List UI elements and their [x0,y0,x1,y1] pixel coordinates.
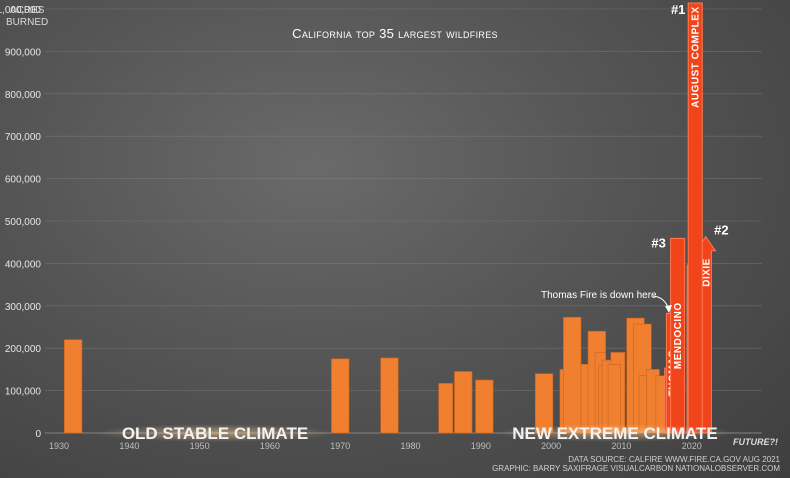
bar-label-dixie: DIXIE [701,258,712,287]
annotation-arrowhead [665,305,672,313]
bar [64,339,83,434]
bar [438,383,454,434]
y-tick-label: 700,000 [5,132,42,143]
old-era-label: OLD STABLE CLIMATE [122,424,308,443]
rank-label: #2 [714,223,728,238]
thomas-annotation: Thomas Fire is down here [541,290,657,301]
y-tick-label: 100,000 [5,387,42,398]
bar-label-august-complex: AUGUST COMPLEX [691,6,702,107]
bar [563,316,582,434]
rank-label: #1 [671,2,685,17]
x-tick-label: 2000 [541,441,561,451]
y-tick-label: 0 [35,429,41,440]
source-line1: DATA SOURCE: CALFIRE WWW.FIRE.CA.GOV AUG… [568,455,780,464]
source-line2: GRAPHIC: BARRY SAXIFRAGE VISUALCARBON NA… [492,464,780,473]
bar [454,371,473,434]
y-tick-label: 400,000 [5,259,42,270]
bar [475,379,494,434]
x-axis-ticks: 1930 1940 1950 1960 1970 1980 1990 2000 2010 2020 [49,441,702,451]
bars-group [64,316,665,434]
x-tick-label: 1930 [49,441,69,451]
y-axis-ticks: 1,000,000 900,000 800,000 700,000 600,000 500… [0,5,41,440]
x-tick-label: 1990 [471,441,491,451]
x-tick-label: 1940 [119,441,139,451]
y-axis-label-line1: ACRES [10,5,45,16]
bar-label-mendocino: MENDOCINO [673,302,684,369]
y-tick-label: 800,000 [5,90,42,101]
x-tick-label: 2020 [682,441,702,451]
bar [607,364,622,434]
bar [380,357,399,434]
y-tick-label: 900,000 [5,47,42,58]
x-tick-label: 1950 [190,441,210,451]
x-tick-label: 1970 [330,441,350,451]
y-tick-label: 300,000 [5,302,42,313]
y-axis-label-line2: BURNED [6,17,48,28]
future-label: FUTURE?! [733,437,778,447]
x-tick-label: 2010 [611,441,631,451]
x-tick-label: 1980 [401,441,421,451]
y-tick-label: 500,000 [5,217,42,228]
old-era-glow [95,424,335,442]
y-tick-label: 1,000,000 [0,5,41,16]
bar [331,358,350,434]
y-tick-label: 600,000 [5,175,42,186]
chart-title: California top 35 largest wildfires [292,26,498,41]
rank-label: #3 [651,235,665,250]
x-tick-label: 1960 [260,441,280,451]
new-era-label: NEW EXTREME CLIMATE [512,424,718,443]
new-era-glow [495,424,735,442]
y-tick-label: 200,000 [5,344,42,355]
